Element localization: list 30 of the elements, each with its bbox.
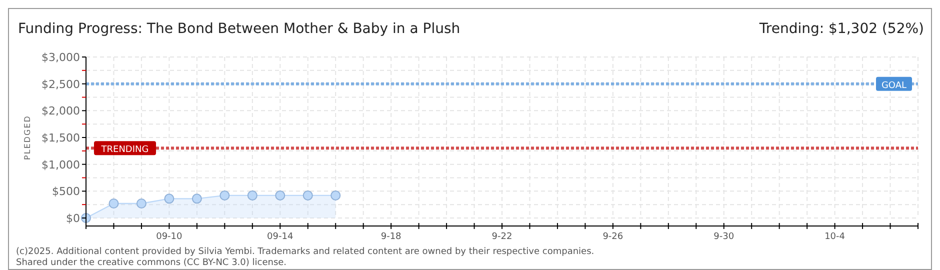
point xyxy=(302,190,313,200)
y-tick-label: $2,000 xyxy=(42,104,80,118)
point xyxy=(108,198,119,209)
point xyxy=(247,190,258,200)
point xyxy=(164,194,174,204)
x-tick-label: 09-10 xyxy=(156,232,183,242)
text: (c)2025. Additional content provided by Silvia Yembi. Trademarks and related content are owned by their respective companies. xyxy=(16,247,594,257)
chart-title: Funding Progress: The Bond Between Mother & Baby in a Plush xyxy=(18,21,460,37)
point xyxy=(275,190,286,200)
x-tick-label: 10-4 xyxy=(824,232,846,242)
ref-line-label: TRENDING xyxy=(100,145,149,156)
y-axis-title: PLEDGED xyxy=(23,115,32,160)
text: Shared under the creative commons (CC BY-NC 3.0) license. xyxy=(16,258,287,268)
x-tick-label: 9-18 xyxy=(380,232,402,242)
point xyxy=(136,198,146,209)
x-tick-label: 9-30 xyxy=(714,232,734,242)
x-tick-label: 9-26 xyxy=(602,232,624,242)
x-tick-label: 9-22 xyxy=(492,232,512,242)
point xyxy=(220,190,230,200)
ref-line-label: GOAL xyxy=(881,80,907,91)
y-tick-label: $1,500 xyxy=(42,132,80,144)
chart-subtitle: Trending: $1,302 (52%) xyxy=(758,21,924,37)
y-tick-label: $3,000 xyxy=(42,51,80,64)
y-tick-label: $1,000 xyxy=(42,158,80,172)
y-tick-label: $0 xyxy=(66,212,80,225)
y-tick-label: $2,500 xyxy=(42,78,80,91)
y-tick-label: $500 xyxy=(52,185,80,198)
point xyxy=(192,194,202,204)
x-tick-label: 09-14 xyxy=(267,232,294,242)
point xyxy=(330,190,341,200)
